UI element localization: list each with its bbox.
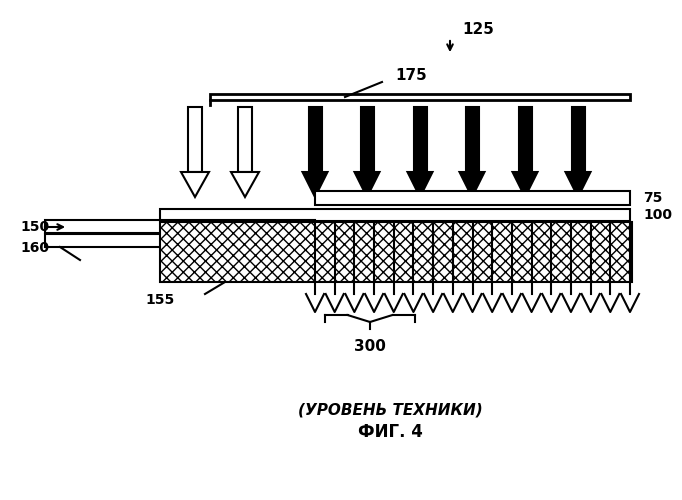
Text: 100: 100	[643, 208, 672, 222]
Text: (УРОВЕНЬ ТЕХНИКИ): (УРОВЕНЬ ТЕХНИКИ)	[297, 402, 482, 417]
Text: 175: 175	[395, 68, 427, 82]
Polygon shape	[518, 107, 531, 172]
Polygon shape	[238, 107, 252, 172]
Polygon shape	[413, 107, 426, 172]
Polygon shape	[565, 172, 591, 197]
Polygon shape	[303, 172, 327, 197]
Polygon shape	[466, 107, 479, 172]
Text: ФИГ. 4: ФИГ. 4	[357, 423, 422, 441]
Polygon shape	[408, 172, 432, 197]
Polygon shape	[572, 107, 584, 172]
Polygon shape	[512, 172, 537, 197]
Text: 150: 150	[20, 220, 49, 234]
Polygon shape	[355, 172, 379, 197]
Text: 155: 155	[146, 293, 175, 307]
Text: 125: 125	[462, 22, 494, 38]
Bar	[160, 209, 630, 221]
Polygon shape	[181, 172, 209, 197]
Text: 75: 75	[643, 191, 662, 205]
Polygon shape	[308, 107, 321, 172]
Bar	[210, 94, 630, 100]
Bar	[45, 234, 315, 247]
Polygon shape	[188, 107, 202, 172]
Text: 160: 160	[20, 241, 49, 255]
Bar	[315, 191, 630, 205]
Polygon shape	[361, 107, 374, 172]
Text: 300: 300	[354, 339, 386, 354]
Polygon shape	[231, 172, 259, 197]
Bar	[160, 222, 632, 282]
Polygon shape	[460, 172, 484, 197]
Bar	[45, 220, 315, 233]
